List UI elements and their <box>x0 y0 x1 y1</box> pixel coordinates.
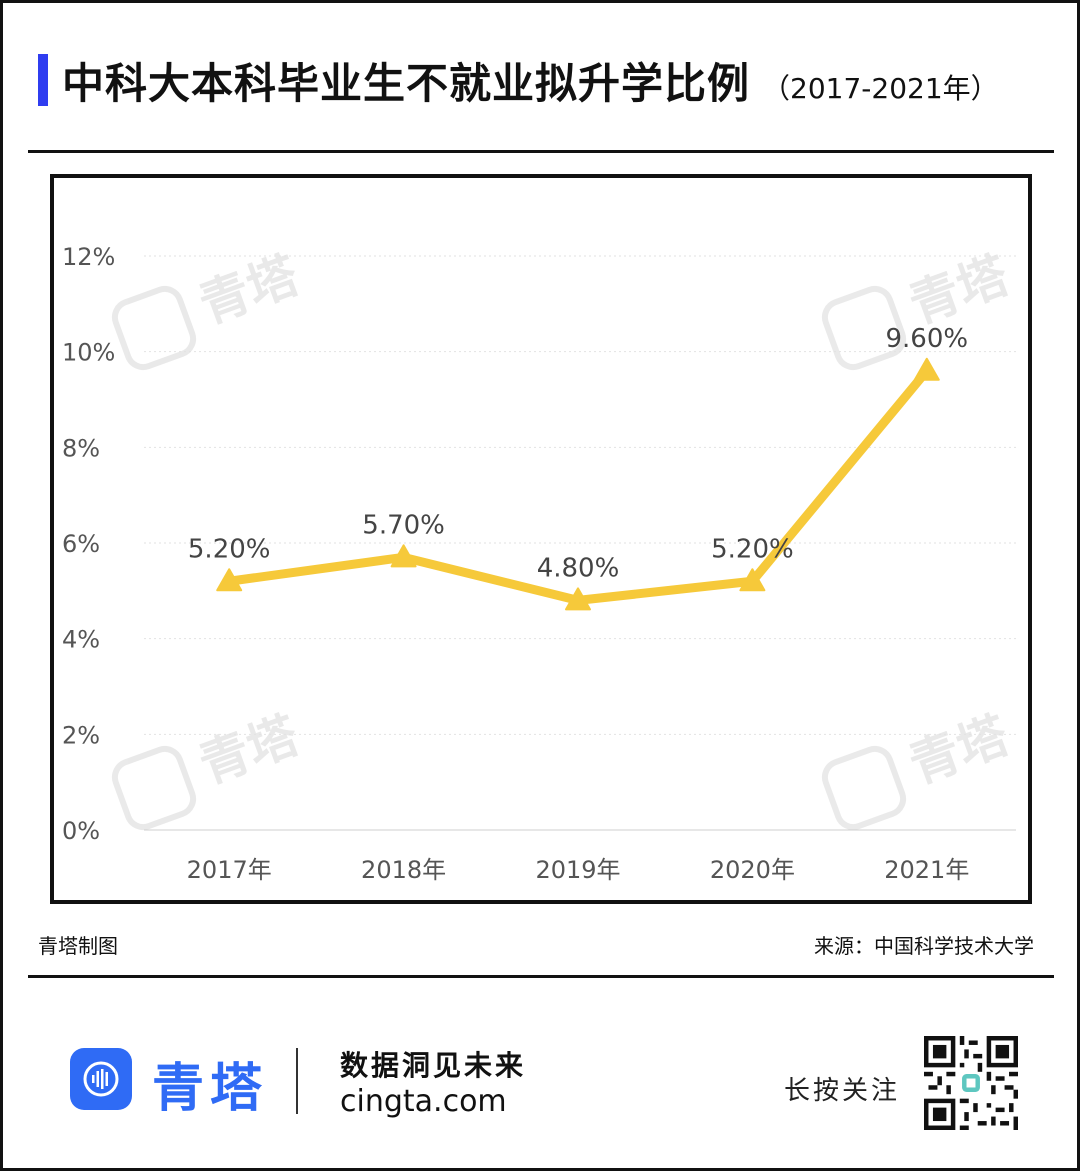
chart-title: 中科大本科毕业生不就业拟升学比例 <box>62 59 751 108</box>
watermark-text: 青塔 <box>192 706 307 795</box>
source-note: 来源：中国科学技术大学 <box>814 934 1034 958</box>
data-label: 4.80% <box>537 553 620 583</box>
y-tick-label: 12% <box>62 243 115 271</box>
watermark-text: 青塔 <box>902 706 1017 795</box>
y-tick-label: 0% <box>62 817 100 845</box>
x-tick-label: 2019年 <box>535 856 620 884</box>
sound-wave-icon <box>83 1061 119 1097</box>
y-tick-label: 2% <box>62 721 100 749</box>
data-point-marker <box>913 357 940 381</box>
credit-note: 青塔制图 <box>38 934 118 958</box>
data-label: 9.60% <box>885 324 968 354</box>
qr-code-icon[interactable] <box>924 1036 1018 1130</box>
brand-name: 青塔 <box>152 1059 269 1119</box>
watermark-1: 青塔 <box>111 246 307 371</box>
watermark-text: 青塔 <box>902 246 1017 335</box>
watermark-3: 青塔 <box>111 706 307 831</box>
data-point-marker <box>565 587 591 611</box>
data-point-marker <box>739 568 766 592</box>
bottom-divider <box>28 975 1054 978</box>
y-tick-label: 10% <box>62 339 115 367</box>
chart-container: 青塔 青塔 青塔 青塔 0% 2% 4% 6% 8% 10% 12% 2017年 2018年 2019年 2… <box>50 174 1032 904</box>
y-tick-label: 6% <box>62 530 100 558</box>
data-label: 5.20% <box>188 534 271 564</box>
follow-prompt: 长按关注 <box>784 1076 901 1106</box>
x-tick-label: 2020年 <box>710 856 795 884</box>
data-label: 5.70% <box>362 510 445 540</box>
brand-logo-icon <box>70 1048 132 1110</box>
watermark-logo-icon <box>111 285 197 371</box>
data-label: 5.20% <box>711 534 794 564</box>
watermark-logo-icon <box>111 745 197 831</box>
chart-subtitle: （2017-2021年） <box>762 72 999 105</box>
data-point-marker <box>390 544 417 568</box>
y-tick-label: 4% <box>62 626 100 654</box>
x-tick-label: 2021年 <box>884 856 969 884</box>
y-tick-label: 8% <box>62 434 100 462</box>
brand-divider <box>296 1048 298 1114</box>
chart-title-block: 中科大本科毕业生不就业拟升学比例 （2017-2021年） <box>62 50 999 110</box>
brand-slogan: 数据洞见未来 <box>340 1049 527 1082</box>
title-accent-bar <box>38 54 48 106</box>
x-tick-label: 2017年 <box>187 856 272 884</box>
brand-website[interactable]: cingta.com <box>340 1084 507 1119</box>
watermark-logo-icon <box>821 745 907 831</box>
data-point-marker <box>216 568 243 592</box>
watermark-text: 青塔 <box>192 246 307 335</box>
watermark-4: 青塔 <box>821 706 1017 831</box>
top-divider <box>28 150 1054 153</box>
x-tick-label: 2018年 <box>361 856 446 884</box>
watermark-logo-icon <box>821 285 907 371</box>
